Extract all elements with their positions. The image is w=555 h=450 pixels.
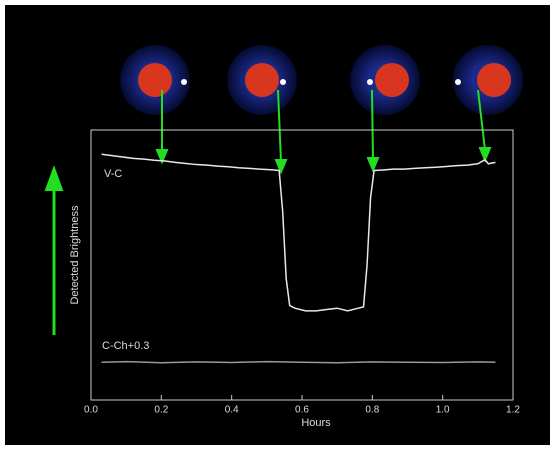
star: [477, 63, 511, 97]
series-line: [101, 153, 496, 312]
x-tick-label: 0.0: [84, 405, 98, 416]
arrow: [277, 89, 282, 163]
series-line: [101, 360, 496, 364]
x-axis-label: Hours: [301, 417, 331, 429]
star: [138, 63, 172, 97]
x-tick-label: 0.6: [295, 405, 309, 416]
x-tick-label: 0.4: [225, 405, 239, 416]
arrow-head: [366, 157, 380, 173]
planet: [455, 79, 461, 85]
arrow-head: [478, 147, 492, 163]
x-tick-label: 1.2: [506, 405, 520, 416]
arrow-head: [155, 149, 169, 165]
star: [245, 63, 279, 97]
planet: [367, 79, 373, 85]
transit-arrows: [44, 89, 492, 335]
x-tick-label: 0.2: [154, 405, 168, 416]
planet: [181, 79, 187, 85]
x-tick-label: 1.0: [436, 405, 450, 416]
series-label: V-C: [104, 168, 122, 180]
star: [375, 63, 409, 97]
x-tick-label: 0.8: [365, 405, 379, 416]
arrow: [371, 89, 374, 161]
y-axis-label: Detected Brightness: [69, 205, 81, 305]
planet: [280, 79, 286, 85]
transit-diagrams: [120, 45, 523, 115]
arrow-head: [274, 159, 288, 175]
series-label: C-Ch+0.3: [102, 340, 149, 352]
arrow: [477, 89, 486, 151]
arrow-head: [44, 165, 64, 191]
